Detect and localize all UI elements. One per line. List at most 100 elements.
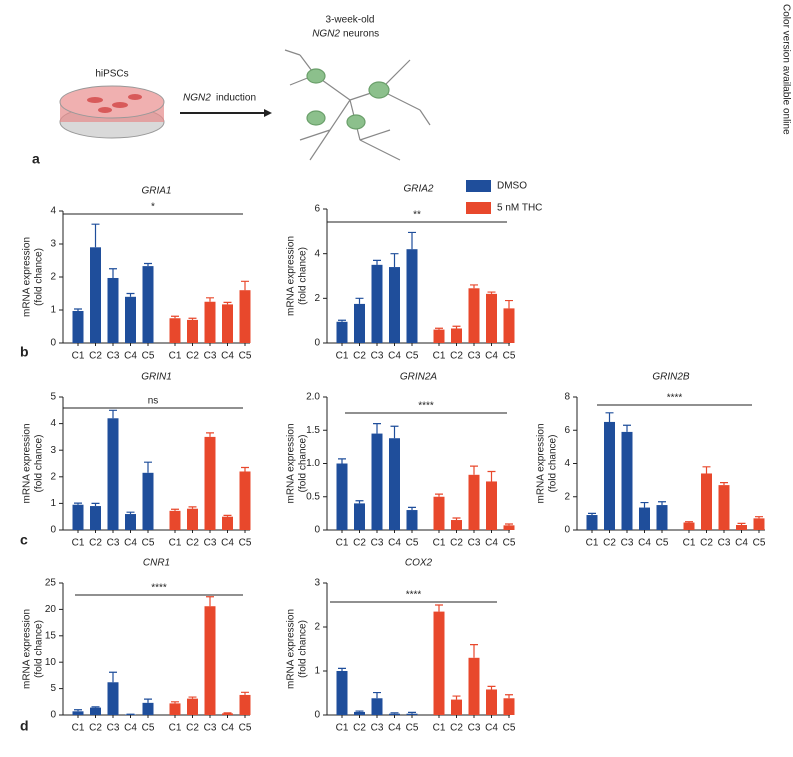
- error-bar: [91, 706, 100, 708]
- y-tick-label: 3: [50, 239, 56, 250]
- error-bar: [109, 268, 117, 278]
- target-text: neurons: [343, 29, 379, 40]
- side-note: Color version available online: [780, 4, 791, 135]
- bar: [371, 433, 383, 530]
- significance-label: ****: [667, 393, 683, 404]
- error-bar: [605, 412, 614, 422]
- bar: [142, 702, 154, 715]
- significance-label: ns: [148, 396, 159, 407]
- error-bar: [452, 695, 461, 700]
- bar: [239, 290, 251, 343]
- x-tick-label: C4: [124, 723, 137, 734]
- error-bar: [408, 231, 416, 250]
- bar: [125, 714, 136, 715]
- bar: [125, 514, 136, 530]
- bar: [354, 303, 365, 343]
- bar: [72, 504, 84, 530]
- x-tick-label: C1: [72, 538, 85, 549]
- bar: [451, 520, 462, 530]
- arrow-head: [264, 109, 272, 117]
- y-tick-label: 1: [314, 666, 320, 677]
- bar: [468, 288, 480, 343]
- y-tick-label: 3: [314, 578, 320, 589]
- error-bar: [109, 409, 117, 419]
- error-bar: [206, 596, 214, 607]
- error-bar: [452, 325, 461, 329]
- x-tick-label: C3: [204, 351, 217, 362]
- error-bar: [241, 280, 249, 291]
- x-tick-label: C3: [468, 351, 481, 362]
- y-tick-label: 6: [314, 204, 320, 215]
- y-tick-label: 2.0: [306, 392, 320, 403]
- x-tick-label: C3: [204, 538, 217, 549]
- chart-title: GRIA2: [403, 184, 433, 195]
- error-bar: [206, 297, 214, 302]
- x-tick-label: C2: [450, 538, 463, 549]
- chart-title: GRIN2B: [652, 372, 690, 383]
- y-tick-label: 0: [50, 710, 56, 721]
- error-bar: [188, 317, 197, 320]
- bar: [433, 611, 445, 715]
- x-tick-label: C5: [142, 538, 155, 549]
- error-bar: [223, 301, 232, 305]
- chart-title: GRIA1: [141, 186, 171, 197]
- error-bar: [720, 482, 728, 486]
- y-tick-label: 0: [50, 338, 56, 349]
- error-bar: [373, 691, 381, 699]
- induction-gene: NGN2: [183, 93, 211, 104]
- panel-label: c: [20, 532, 28, 548]
- y-tick-label: 1.5: [306, 425, 320, 436]
- bar: [451, 328, 462, 343]
- bar: [239, 471, 251, 530]
- y-tick-label: 4: [50, 418, 56, 429]
- x-tick-label: C5: [142, 723, 155, 734]
- bar: [406, 510, 418, 530]
- y-tick-label: 6: [564, 425, 570, 436]
- error-bar: [171, 701, 179, 704]
- error-bar: [487, 685, 496, 690]
- y-axis-label: (fold chance): [34, 620, 45, 678]
- error-bar: [74, 502, 82, 505]
- x-tick-label: C4: [221, 538, 234, 549]
- x-tick-label: C1: [72, 723, 85, 734]
- error-bar: [206, 432, 214, 437]
- bar: [72, 310, 84, 343]
- x-tick-label: C5: [239, 538, 252, 549]
- x-tick-label: C2: [89, 351, 102, 362]
- bar: [586, 515, 598, 530]
- error-bar: [435, 604, 443, 612]
- bar: [90, 247, 101, 343]
- error-bar: [144, 461, 152, 473]
- bar: [336, 671, 348, 715]
- x-tick-label: C2: [186, 538, 199, 549]
- bar: [90, 506, 101, 530]
- bar: [503, 308, 515, 343]
- error-bar: [74, 709, 82, 712]
- y-axis-label: mRNA expression: [286, 236, 297, 316]
- y-axis-label: (fold chance): [34, 435, 45, 493]
- x-tick-label: C4: [638, 538, 651, 549]
- x-tick-label: C1: [433, 351, 446, 362]
- bar: [107, 277, 119, 343]
- y-axis-label: (fold chance): [298, 247, 309, 305]
- bar: [90, 707, 101, 715]
- error-bar: [223, 712, 232, 714]
- bar: [451, 699, 462, 715]
- bar: [169, 510, 181, 530]
- error-bar: [408, 506, 416, 511]
- bar: [336, 321, 348, 343]
- x-tick-label: C5: [406, 723, 419, 734]
- chart-title: COX2: [405, 558, 433, 569]
- x-tick-label: C1: [336, 351, 349, 362]
- significance-label: **: [413, 210, 421, 221]
- bar: [72, 711, 84, 715]
- y-tick-label: 8: [564, 392, 570, 403]
- error-bar: [755, 516, 763, 519]
- y-tick-label: 1.0: [306, 458, 320, 469]
- x-tick-label: C5: [142, 351, 155, 362]
- y-tick-label: 1: [50, 305, 56, 316]
- y-tick-label: 0.5: [306, 491, 320, 502]
- x-tick-label: C3: [107, 723, 120, 734]
- x-tick-label: C2: [353, 538, 366, 549]
- bar: [468, 474, 480, 530]
